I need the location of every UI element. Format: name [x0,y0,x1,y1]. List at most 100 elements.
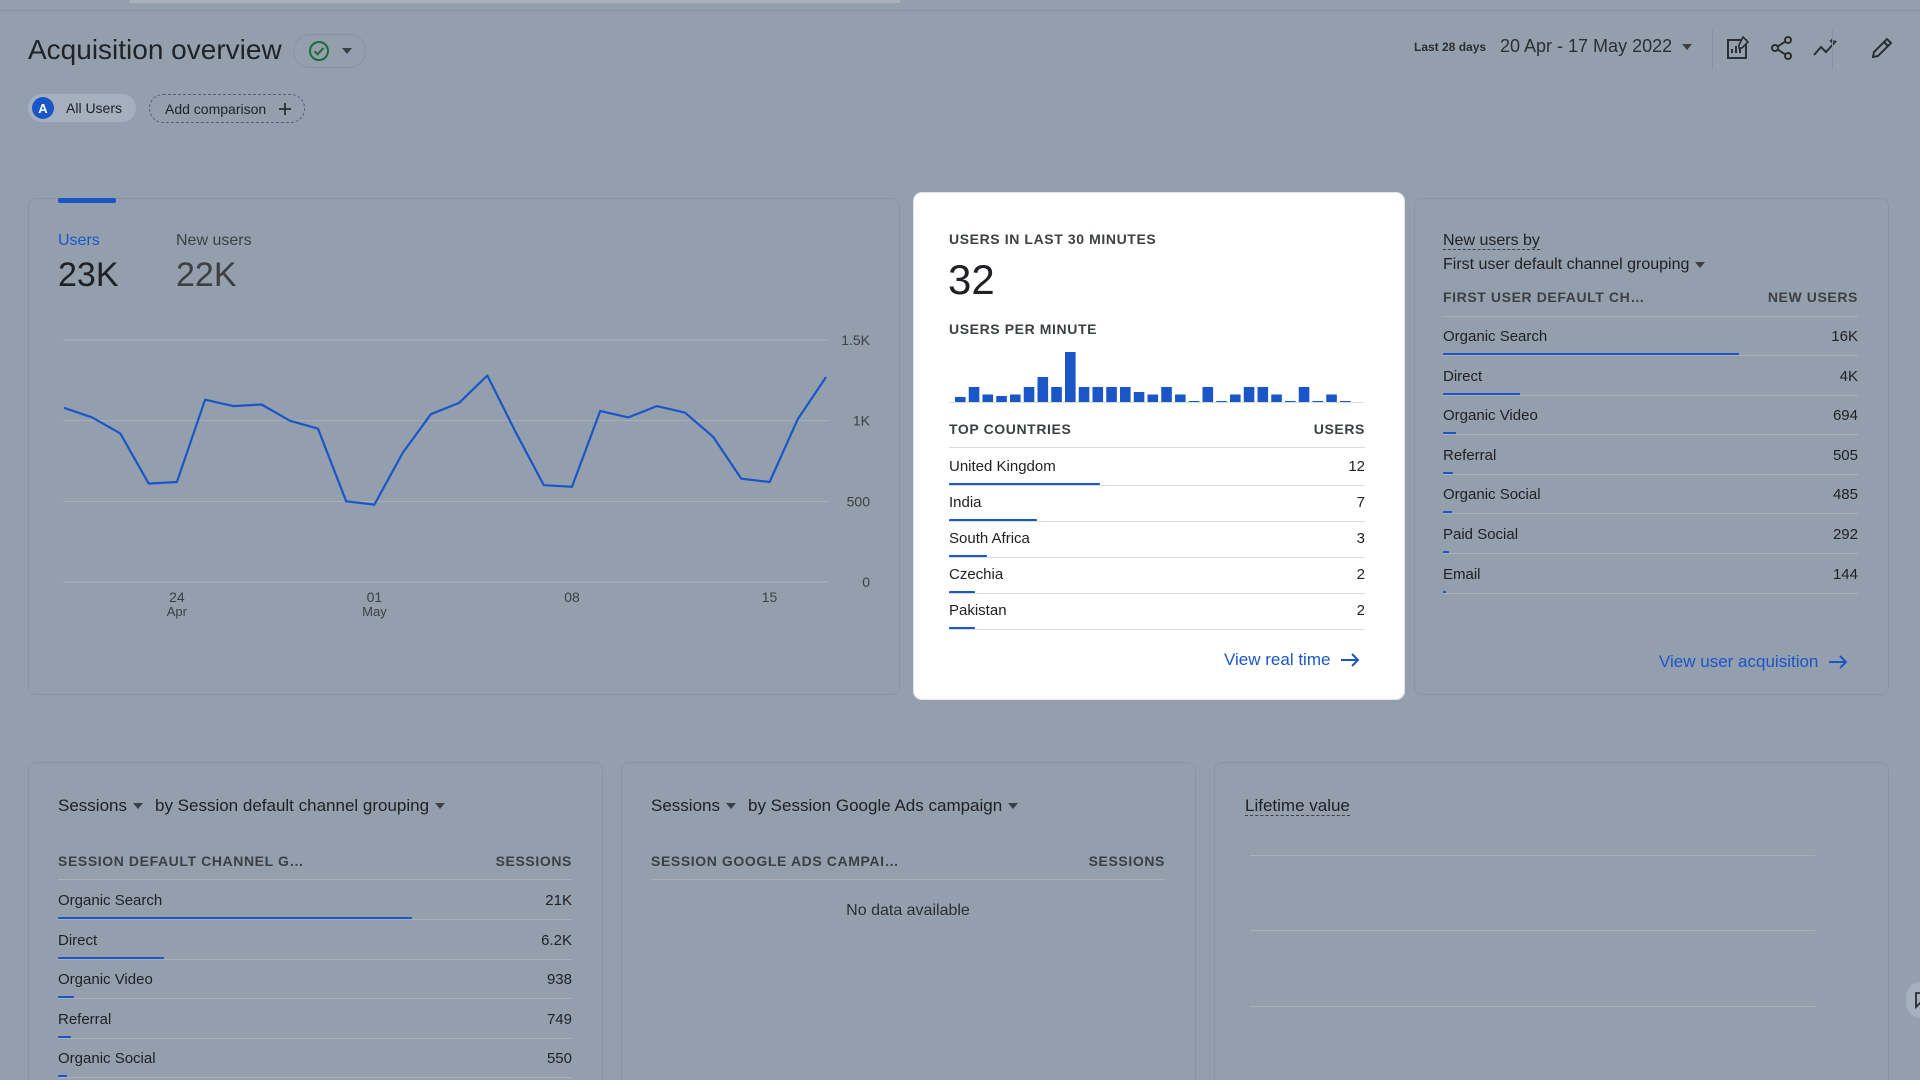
per-minute-bar [1175,394,1186,402]
new-users-by-title: New users by [1443,232,1540,250]
all-users-segment-chip[interactable]: A All Users [28,94,137,122]
row-divider [1443,513,1858,515]
channel-row-share-bar [1443,432,1457,436]
dimension-dropdown[interactable]: by Session Google Ads campaign [748,796,1019,816]
x-tick-sublabel: Apr [167,604,188,619]
users-overview-card [28,198,900,695]
per-minute-bar [1326,394,1337,402]
no-data-message: No data available [846,902,970,919]
row-divider [1443,434,1858,436]
share-icon [1771,36,1792,60]
channel-row-value: 505 [1832,446,1858,464]
dimension-dropdown[interactable]: by Session default channel grouping [155,796,446,816]
per-minute-bar [1202,387,1214,402]
country-row-label: South Africa [949,530,1030,547]
top-scroll-indicator [130,0,900,3]
row-divider [58,1077,572,1078]
chevron-down-icon [1695,262,1706,268]
metric-label: Sessions [58,796,127,815]
per-minute-bar [1106,387,1117,402]
sessions-by-google-ads-card [621,762,1196,1080]
report-status-button[interactable] [293,34,366,68]
per-minute-bar [1216,401,1227,402]
per-minute-bar [1230,394,1241,402]
plus-icon [279,102,292,115]
chevron-down-icon [1682,43,1693,50]
country-row-value: 2 [1356,566,1365,583]
view-user-acquisition-label: View user acquisition [1659,652,1819,671]
lifetime-value-title[interactable]: Lifetime value [1245,796,1350,816]
date-range-value: 20 Apr - 17 May 2022 [1500,36,1673,56]
arrow-right-icon [1341,653,1360,667]
check-circle-icon [308,41,329,61]
first-user-channel-header: FIRST USER DEFAULT CH… [1443,289,1645,305]
date-range-picker[interactable]: 20 Apr - 17 May 2022 [1500,36,1693,57]
active-tab-indicator [58,198,116,203]
per-minute-bar [1078,387,1090,402]
header-divider [0,10,1920,11]
session-channel-row-share-bar [58,917,412,920]
table-divider [1443,316,1858,317]
row-divider [58,919,572,920]
table-divider [58,879,572,880]
chevron-down-icon [435,803,446,809]
channel-row-share-bar [1443,590,1446,594]
insights-button[interactable] [1810,32,1842,64]
new-users-title-text: New users by [1443,232,1540,250]
row-divider [1443,592,1858,594]
customize-report-button[interactable] [1722,32,1754,64]
feedback-icon [1915,992,1920,1009]
per-minute-bar [1243,387,1255,402]
share-button[interactable] [1766,32,1798,64]
per-minute-bar [1023,387,1035,402]
channel-row-share-bar [1443,392,1520,396]
channel-row-value: 144 [1832,565,1858,583]
feedback-button[interactable] [1906,982,1920,1018]
row-divider [949,521,1365,522]
edit-button[interactable] [1866,32,1898,64]
x-tick-label: 08 [564,589,580,605]
row-divider [949,629,1365,630]
session-channel-row-share-bar [58,1075,68,1078]
country-row-value: 2 [1356,602,1365,619]
view-real-time-label: View real time [1224,650,1331,669]
dimension-dropdown[interactable]: First user default channel grouping [1443,256,1706,274]
edit-icon [1871,37,1893,59]
tab-new-users[interactable]: New users [176,232,252,249]
per-minute-bar [996,396,1007,402]
gridline [1250,930,1815,931]
add-comparison-button[interactable]: Add comparison [149,94,306,123]
session-channel-row-value: 21K [545,892,572,909]
sessions-column-header: SESSIONS [495,853,572,869]
channel-row-share-bar [1443,551,1449,554]
tab-users[interactable]: Users [58,232,100,249]
y-tick-label: 0 [862,574,870,590]
per-minute-bar [982,394,994,402]
row-divider [1443,553,1858,554]
country-row-value: 7 [1356,494,1365,511]
lifetime-value-title-text: Lifetime value [1245,796,1350,816]
country-row-label: United Kingdom [949,458,1056,475]
row-divider [949,485,1365,486]
insights-icon [1813,38,1837,56]
row-divider [58,1037,572,1039]
metric-dropdown[interactable]: Sessions [58,796,143,816]
dimension-label: First user default channel grouping [1443,256,1690,273]
page-title: Acquisition overview [28,34,282,65]
header-separator [1832,30,1833,70]
view-user-acquisition-link[interactable]: View user acquisition [1659,652,1848,672]
per-minute-bar [1092,387,1104,402]
google-ads-campaign-header: SESSION GOOGLE ADS CAMPAI… [651,853,900,869]
country-row-value: 3 [1356,530,1365,547]
x-tick-label: 24 [169,589,185,605]
session-channel-row-label: Direct [58,931,98,949]
per-minute-bar [1133,392,1145,402]
per-minute-bar [1271,394,1282,402]
view-real-time-link[interactable]: View real time [1224,650,1360,670]
metric-dropdown[interactable]: Sessions [651,796,736,816]
channel-row-share-bar [1443,471,1453,475]
session-channel-header: SESSION DEFAULT CHANNEL G… [58,853,305,869]
per-minute-bar [1188,401,1200,402]
session-channel-row-share-bar [58,956,165,960]
